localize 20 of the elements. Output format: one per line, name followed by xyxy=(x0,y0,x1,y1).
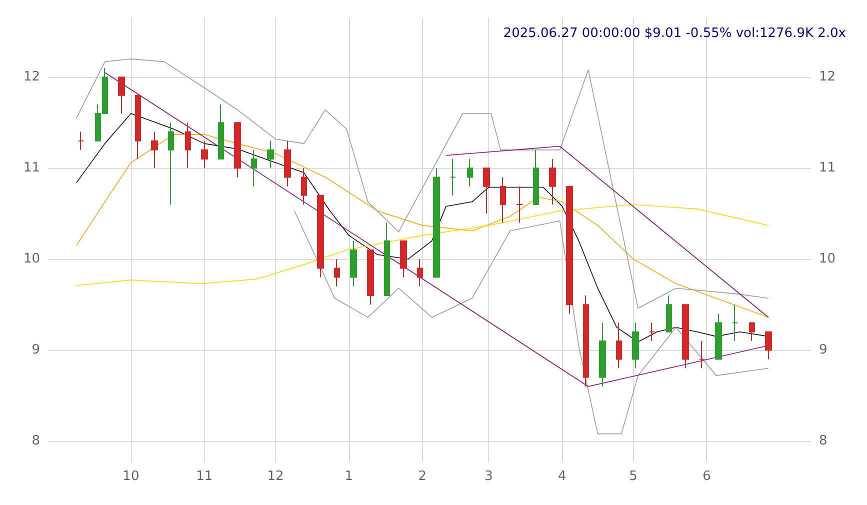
x-tick-label: 4 xyxy=(558,469,566,484)
y-tick-label: 9 xyxy=(32,342,40,358)
x-tick-label: 1 xyxy=(344,469,354,484)
x-tick-label: 2 xyxy=(418,469,427,484)
y2-tick-label: 8 xyxy=(819,434,828,449)
x-tick-label: 12 xyxy=(267,469,284,484)
x-tick-label: 3 xyxy=(484,469,493,484)
x-tick-label: 6 xyxy=(702,469,711,484)
x-tick-label: 11 xyxy=(196,469,213,484)
text: 2025.06.27 00:00:00 $9.01 -0.55% vol:1276.9K 2.0x xyxy=(503,26,846,41)
y2-tick-label: 11 xyxy=(819,160,836,176)
y-tick-label: 12 xyxy=(23,70,40,85)
x-tick-label: 5 xyxy=(629,469,638,484)
y-tick-label: 8 xyxy=(32,434,40,449)
y2-tick-label: 12 xyxy=(819,70,836,85)
y2-tick-label: 9 xyxy=(819,342,828,358)
y-tick-label: 10 xyxy=(23,252,40,267)
y2-tick-label: 10 xyxy=(819,252,836,267)
x-tick-label: 10 xyxy=(122,469,140,484)
y-tick-label: 11 xyxy=(23,160,40,176)
